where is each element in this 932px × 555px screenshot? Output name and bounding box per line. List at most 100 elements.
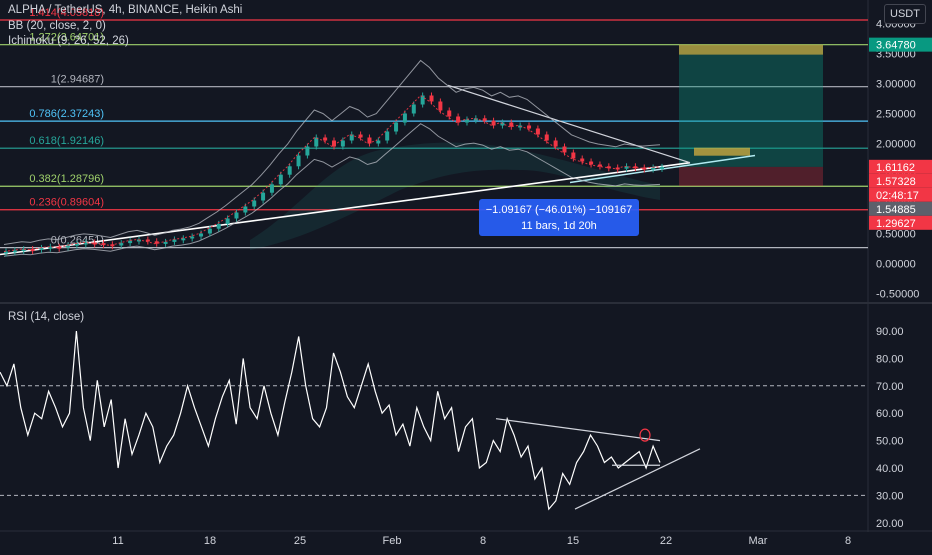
candle	[21, 249, 26, 252]
candle	[429, 95, 434, 102]
candle	[190, 236, 195, 239]
price-tick-label: 0.00000	[876, 259, 916, 271]
candle	[119, 243, 124, 246]
candle	[411, 104, 416, 114]
price-tick-label: 0.50000	[876, 229, 916, 241]
candle	[305, 146, 310, 156]
time-tick-label: Mar	[749, 535, 768, 547]
fib-level-label: 1.272(3.64701)	[29, 32, 104, 44]
candle	[509, 122, 514, 127]
candle	[83, 242, 88, 245]
time-tick-label: 18	[204, 535, 216, 547]
rsi-resistance-trendline	[495, 418, 661, 442]
measure-line-2: 11 bars, 1d 20h	[521, 220, 597, 232]
resistance-trendline	[447, 84, 691, 164]
price-axis-badge	[869, 37, 932, 52]
rsi-tick-label: 60.00	[876, 408, 904, 420]
time-tick-label: 22	[660, 535, 672, 547]
candle	[544, 134, 549, 141]
fib-level-label: 1.414(4.05818)	[29, 7, 104, 19]
candle	[456, 116, 461, 123]
candle	[225, 218, 230, 224]
candle	[314, 137, 319, 147]
measure-line-1: −1.09167 (−46.01%) −109167	[486, 204, 633, 216]
candle	[296, 155, 301, 167]
candle	[261, 192, 266, 201]
position-target-mark	[679, 44, 823, 55]
fib-level-label: 0.382(1.28796)	[29, 173, 104, 185]
price-axis-badge-label: 02:48:17	[876, 190, 919, 202]
time-tick-label: 8	[845, 535, 851, 547]
candle	[163, 241, 168, 244]
candle	[48, 246, 53, 249]
candle	[367, 137, 372, 144]
candle	[39, 247, 44, 250]
price-axis-badge	[869, 159, 932, 174]
candle	[660, 166, 664, 169]
price-tick-label: 3.00000	[876, 79, 916, 91]
price-axis-badge-label: 3.64780	[876, 40, 916, 52]
symbol-legend[interactable]: ALPHA / TetherUS, 4h, BINANCE, Heikin As…	[8, 4, 243, 16]
price-tick-label: 2.50000	[876, 109, 916, 121]
candle	[243, 206, 248, 213]
time-tick-label: 8	[480, 535, 486, 547]
price-axis-badge	[869, 215, 932, 230]
candle	[349, 134, 354, 141]
candle	[252, 200, 257, 207]
candle	[181, 238, 186, 241]
position-stop-zone	[679, 166, 823, 187]
candle	[447, 110, 452, 117]
candle	[287, 166, 292, 175]
candle	[482, 118, 487, 121]
candle	[633, 166, 638, 169]
candle	[269, 184, 274, 193]
candle	[12, 250, 17, 253]
currency-button[interactable]: USDT	[884, 4, 926, 24]
rsi-tick-label: 90.00	[876, 326, 904, 338]
price-axis-badge-label: 1.54885	[876, 204, 916, 216]
candle	[402, 113, 407, 123]
price-axis-badge	[869, 173, 932, 188]
candle	[57, 246, 62, 249]
candle	[323, 137, 328, 141]
price-axis-badge	[869, 187, 932, 202]
candle	[606, 166, 611, 169]
candle	[553, 140, 558, 147]
candle	[394, 122, 399, 132]
rsi-tick-label: 40.00	[876, 463, 904, 475]
candle	[420, 95, 425, 105]
price-axis-badge-label: 1.57328	[876, 176, 916, 188]
candle	[651, 167, 656, 170]
bollinger-upper-band	[3, 59, 661, 245]
candle	[340, 140, 345, 147]
fib-level-label: 1(2.94687)	[51, 74, 104, 86]
time-tick-label: Feb	[383, 535, 402, 547]
bb-legend[interactable]: BB (20, close, 2, 0)	[8, 20, 106, 32]
candle	[66, 245, 71, 248]
candle	[278, 174, 283, 185]
price-tick-label: -0.50000	[876, 289, 919, 301]
candle	[199, 233, 204, 237]
candle	[4, 251, 8, 254]
rsi-tick-label: 20.00	[876, 518, 904, 530]
candle	[207, 228, 212, 234]
time-tick-label: 11	[112, 535, 123, 547]
fib-level-label: 0.236(0.89604)	[29, 197, 104, 209]
ichimoku-legend[interactable]: Ichimoku (9, 26, 52, 26)	[8, 35, 129, 47]
candle	[385, 131, 390, 141]
candle	[491, 120, 496, 126]
time-tick-label: 15	[567, 535, 579, 547]
price-axis-badge-label: 1.29627	[876, 218, 916, 230]
rsi-legend[interactable]: RSI (14, close)	[8, 311, 85, 323]
candle	[332, 140, 336, 147]
rsi-tick-label: 30.00	[876, 490, 904, 502]
rsi-support-trendline	[574, 448, 701, 510]
candle	[642, 167, 647, 170]
candle	[74, 243, 79, 246]
candle	[571, 152, 576, 159]
rsi-line	[0, 330, 661, 511]
rsi-tick-label: 80.00	[876, 353, 904, 365]
candle	[234, 212, 239, 219]
